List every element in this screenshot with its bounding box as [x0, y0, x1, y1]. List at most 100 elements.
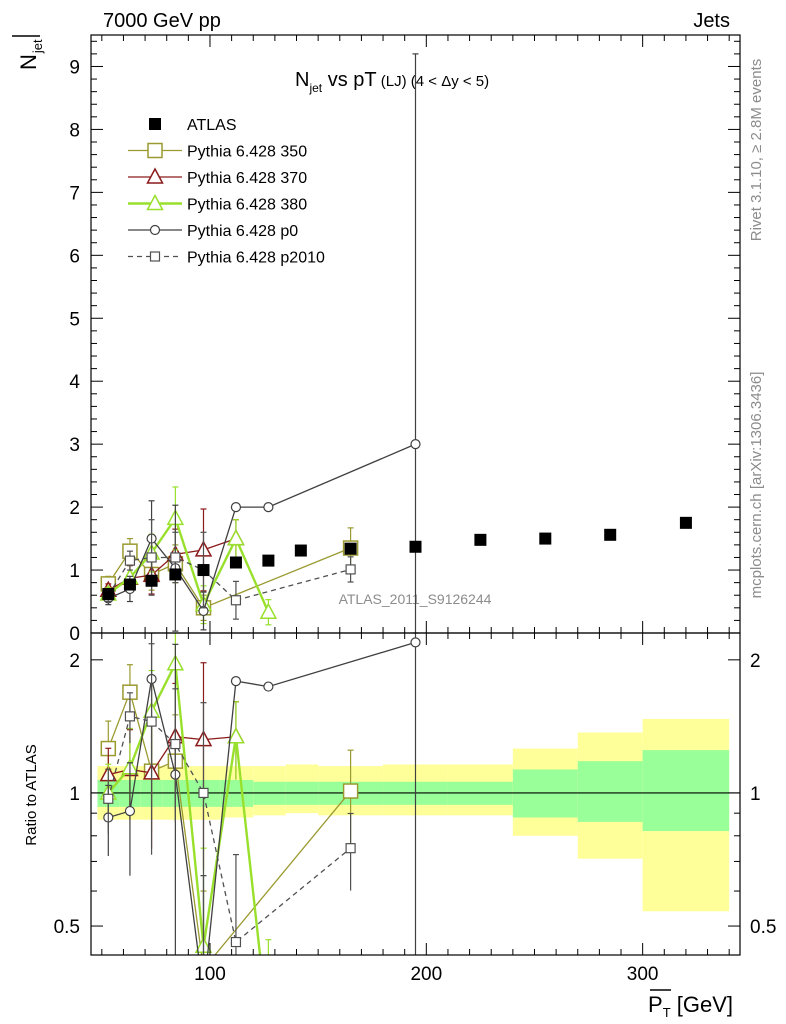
y-tick-label: 6 — [69, 246, 80, 267]
x-tick-label: 200 — [410, 964, 442, 985]
y-tick-label: 2 — [69, 498, 80, 519]
atlas-point — [539, 532, 552, 545]
legend-entry: Pythia 6.428 350 — [128, 142, 307, 161]
atlas-point — [294, 544, 307, 557]
y-tick-label: 9 — [69, 57, 80, 78]
y-tick-label: 0 — [69, 624, 80, 645]
ratio-point — [342, 783, 359, 799]
x-axis-label: PT [GeV] — [648, 989, 733, 1020]
rivet-info: Rivet 3.1.10, ≥ 2.8M events — [748, 59, 765, 242]
axes: 100 200 300 0 1 2 3 4 5 6 7 8 9 0.5 0.5 1 1 2 2 — [54, 34, 776, 985]
y-tick-label: 4 — [69, 372, 80, 393]
ratio-point — [146, 716, 157, 727]
legend-label: Pythia 6.428 370 — [187, 170, 307, 187]
ratio-point — [124, 805, 136, 817]
ratio-point — [230, 676, 242, 687]
data-point — [170, 552, 181, 563]
ratio-y-tick-label: 2 — [69, 651, 80, 672]
atlas-point — [197, 564, 210, 577]
data-point — [410, 439, 421, 450]
x-tick-label: 100 — [194, 964, 226, 985]
atlas-point — [169, 568, 182, 581]
ratio-line — [108, 641, 416, 955]
main-panel — [99, 53, 692, 633]
legend: ATLAS Pythia 6.428 350 Pythia 6.428 370 Pyt… — [128, 117, 325, 267]
y-axis-label: Njet — [12, 35, 45, 70]
legend-marker — [146, 193, 164, 211]
atlas-point — [344, 542, 357, 555]
atlas-point — [102, 587, 115, 600]
data-point — [230, 595, 242, 606]
header-left: 7000 GeV pp — [103, 10, 221, 32]
legend-entry: ATLAS — [149, 117, 237, 134]
series-atlas — [102, 516, 692, 600]
legend-marker — [149, 118, 161, 130]
svg-text:PT [GeV]: PT [GeV] — [648, 992, 733, 1020]
y-tick-label: 1 — [69, 561, 80, 582]
ratio-point — [227, 727, 245, 744]
legend-marker — [146, 167, 164, 184]
ratio-point — [124, 711, 136, 722]
legend-label: ATLAS — [187, 117, 237, 134]
legend-label: Pythia 6.428 380 — [187, 197, 307, 214]
atlas-point — [474, 533, 487, 546]
atlas-point — [229, 556, 242, 569]
ratio-y-tick-label-right: 0.5 — [750, 917, 776, 938]
series-5 — [103, 519, 356, 620]
atlas-point — [604, 528, 617, 541]
ratio-point — [103, 793, 114, 804]
data-point — [259, 602, 278, 619]
legend-entry: Pythia 6.428 p2010 — [128, 250, 325, 267]
atlas-point — [145, 574, 158, 587]
legend-label: Pythia 6.428 350 — [187, 144, 307, 161]
ratio-point — [230, 936, 242, 948]
ratio-axis-label: Ratio to ATLAS — [23, 744, 40, 845]
data-point — [124, 555, 136, 566]
legend-marker — [149, 224, 161, 236]
ratio-point — [345, 843, 356, 854]
header-right: Jets — [693, 10, 730, 32]
ratio-point — [198, 787, 209, 799]
ratio-y-tick-label: 1 — [69, 784, 80, 805]
mcplots-info: mcplots.cern.ch [arXiv:1306.3436] — [748, 372, 765, 599]
y-tick-label: 3 — [69, 435, 80, 456]
x-tick-label: 300 — [627, 964, 659, 985]
legend-entry: Pythia 6.428 370 — [128, 167, 307, 187]
data-point — [230, 502, 242, 513]
ratio-point — [199, 990, 208, 999]
ratio-line — [107, 715, 352, 944]
band-green — [577, 761, 643, 822]
ratio-point — [410, 637, 421, 648]
atlas-point — [262, 554, 275, 567]
ratio-point — [170, 738, 181, 750]
ratio-y-tick-label-right: 2 — [750, 651, 761, 672]
ratio-point — [263, 681, 274, 692]
ratio-series-1 — [100, 664, 359, 955]
legend-label: Pythia 6.428 p0 — [187, 223, 298, 240]
band-green — [642, 750, 730, 832]
data-point — [345, 564, 356, 575]
chart-title: Njet vs pT (LJ) (4 < Δy < 5) — [295, 69, 489, 95]
data-point — [146, 552, 157, 563]
data-point — [227, 528, 245, 546]
y-tick-label: 8 — [69, 120, 80, 141]
legend-marker — [149, 251, 161, 262]
y-tick-label: 7 — [69, 183, 80, 204]
ratio-frame — [90, 632, 741, 956]
legend-entry: Pythia 6.428 p0 — [128, 223, 298, 240]
ratio-y-tick-label-right: 1 — [750, 784, 761, 805]
atlas-point — [409, 540, 422, 553]
y-tick-label: 5 — [69, 309, 80, 330]
svg-text:Njet: Njet — [16, 39, 45, 70]
legend-marker — [147, 142, 163, 159]
atlas-point — [123, 578, 136, 591]
atlas-point — [679, 516, 692, 529]
ratio-y-tick-label: 0.5 — [54, 917, 80, 938]
ratio-panel — [99, 633, 421, 999]
ratio-series-5 — [103, 643, 356, 955]
data-point — [263, 502, 274, 513]
legend-entry: Pythia 6.428 380 — [128, 193, 307, 214]
legend-label: Pythia 6.428 p2010 — [187, 250, 325, 267]
ratio-line — [107, 690, 352, 955]
